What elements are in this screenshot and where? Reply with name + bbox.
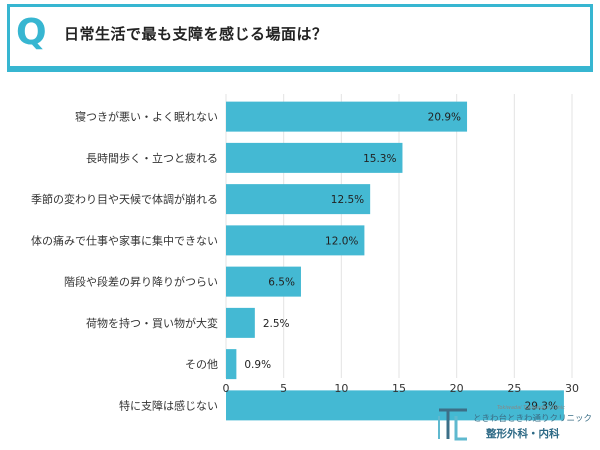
bar-6 — [226, 349, 237, 380]
bar-2 — [226, 184, 371, 215]
clinic-departments: 整形外科・内科 — [486, 428, 560, 440]
category-label-5: 荷物を持つ・買い物が大変 — [86, 316, 218, 330]
category-label-6: その他 — [185, 358, 218, 371]
bar-1 — [226, 142, 403, 173]
category-label-3: 体の痛みで仕事や家事に集中できない — [31, 233, 218, 247]
x-tick-label-4: 20 — [450, 382, 464, 395]
header-underline — [7, 66, 593, 72]
data-label-2: 12.5% — [331, 194, 364, 206]
bar-4 — [226, 266, 301, 297]
x-tick-label-3: 15 — [392, 382, 406, 395]
category-label-0: 寝つきが悪い・よく眠れない — [75, 110, 218, 124]
category-label-7: 特に支障は感じない — [119, 398, 218, 412]
q-mark: Q — [16, 12, 47, 53]
data-label-1: 15.3% — [363, 153, 396, 165]
bar-0 — [226, 101, 468, 132]
clinic-logo-mark-icon — [438, 408, 467, 441]
x-tick-label-0: 0 — [223, 382, 230, 395]
data-label-0: 20.9% — [428, 112, 461, 124]
category-label-4: 階段や段差の昇り降りがつらい — [64, 275, 218, 289]
data-label-3: 12.0% — [325, 235, 358, 247]
data-label-5: 2.5% — [263, 318, 290, 330]
clinic-name: ときわ台ときわ通りクリニック — [473, 414, 593, 424]
x-tick-label-5: 25 — [507, 382, 521, 395]
question-title: 日常生活で最も支障を感じる場面は？ — [64, 25, 328, 43]
bar-3 — [226, 225, 365, 256]
clinic-logo: Tokiwadai Tokiwadori Clinic ときわ台ときわ通りクリニ… — [436, 404, 596, 446]
data-label-6: 0.9% — [244, 359, 271, 371]
bar-7 — [226, 390, 564, 421]
x-tick-label-6: 30 — [565, 382, 579, 395]
category-label-2: 季節の変わり目や天候で体調が崩れる — [31, 192, 218, 206]
clinic-english-name: Tokiwadai Tokiwadori Clinic — [497, 405, 565, 411]
x-tick-label-1: 5 — [280, 382, 287, 395]
category-label-1: 長時間歩く・立つと疲れる — [86, 151, 218, 165]
bar-5 — [226, 307, 255, 338]
data-label-7: 29.3% — [525, 400, 558, 412]
data-label-4: 6.5% — [268, 277, 295, 289]
x-tick-label-2: 10 — [334, 382, 348, 395]
